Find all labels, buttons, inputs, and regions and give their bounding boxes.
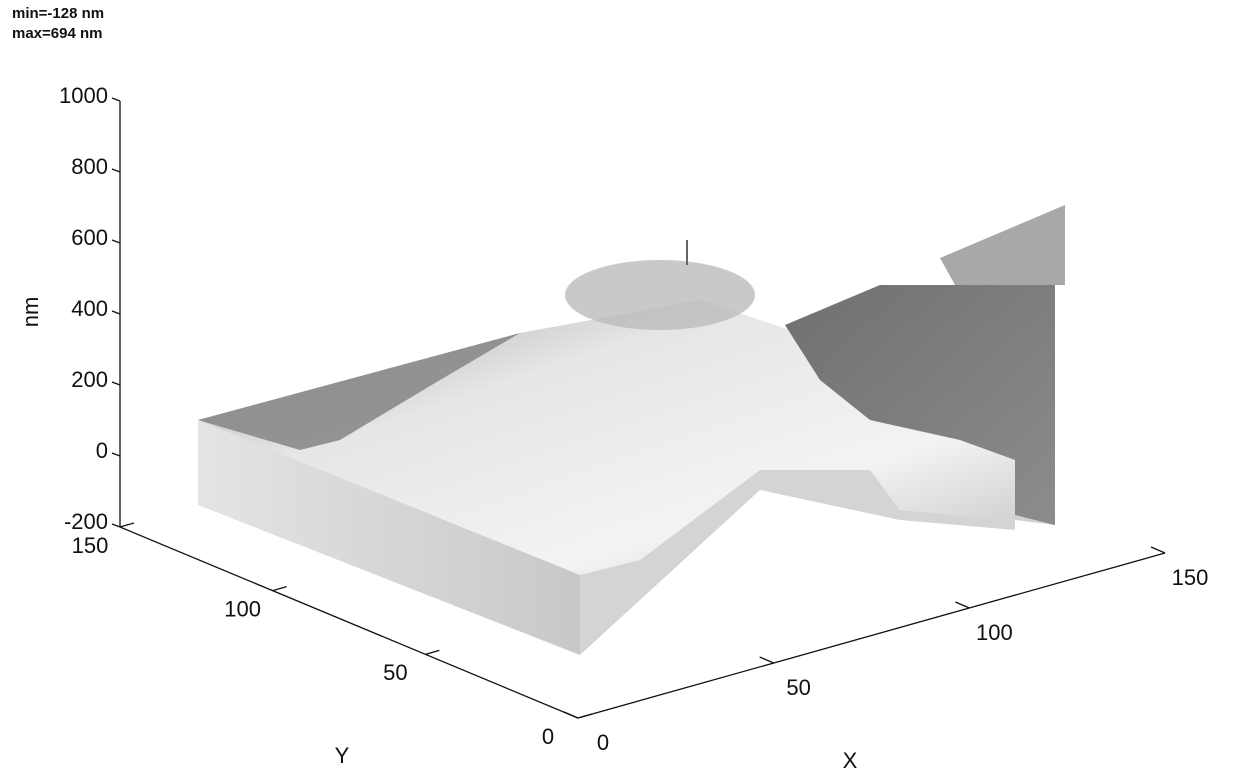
z-tick	[111, 452, 121, 457]
z-tick	[111, 97, 121, 102]
annotation: min=-128 nm	[12, 5, 104, 22]
z-tick-label: 0	[96, 438, 108, 463]
z-tick-label: 800	[71, 154, 108, 179]
y-tick-label: 100	[224, 596, 261, 621]
y-tick-label: 50	[383, 660, 407, 685]
z-tick-label: 600	[71, 225, 108, 250]
surface-right-plateau	[785, 285, 1055, 525]
z-tick-label: 1000	[59, 83, 108, 108]
surface	[198, 205, 1065, 655]
z-tick-label: 200	[71, 367, 108, 392]
surface-front-right	[580, 470, 1015, 655]
x-tick-label: 50	[786, 675, 810, 700]
z-tick	[111, 381, 121, 386]
x-axis-label: X	[843, 748, 858, 773]
y-tick	[119, 522, 135, 528]
surface-bump	[565, 260, 755, 330]
x-tick	[1150, 546, 1166, 554]
x-tick	[759, 656, 774, 664]
y-tick-label: 0	[542, 724, 554, 749]
z-axis-label: nm	[18, 297, 43, 328]
x-tick	[955, 601, 970, 609]
y-axis	[119, 526, 579, 719]
x-tick-label: 0	[597, 730, 609, 755]
y-tick	[577, 713, 593, 719]
annotation: max=694 nm	[12, 25, 102, 42]
surface-left-slope	[198, 333, 520, 450]
surface-front-face	[198, 420, 580, 655]
z-tick-label: 400	[71, 296, 108, 321]
x-tick-label: 100	[976, 620, 1013, 645]
z-tick	[111, 523, 121, 528]
x-axis	[577, 552, 1166, 719]
y-tick	[272, 586, 287, 592]
z-tick	[111, 168, 121, 173]
y-tick	[425, 649, 440, 655]
x-tick-label: 150	[1172, 565, 1209, 590]
z-tick-label: -200	[64, 509, 108, 534]
y-tick-label: 150	[72, 533, 109, 558]
surface-back-ridge	[940, 205, 1065, 285]
z-tick	[111, 239, 121, 244]
y-axis-label: Y	[335, 743, 350, 768]
z-tick	[111, 310, 121, 315]
x-tick	[563, 711, 579, 719]
